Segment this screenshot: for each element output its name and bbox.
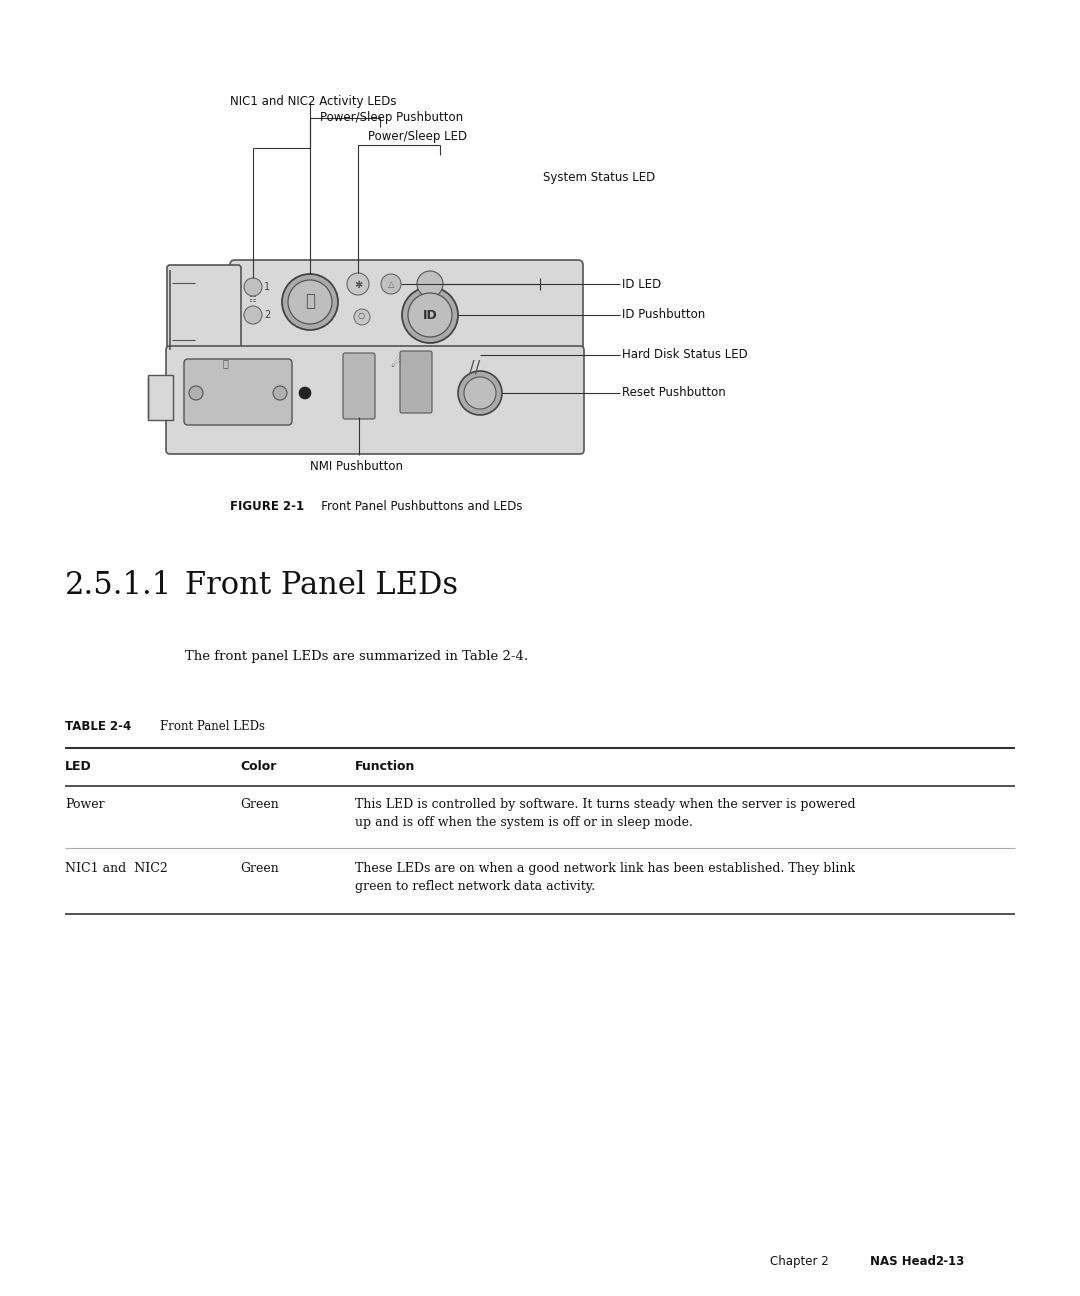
Text: System Status LED: System Status LED [543,171,656,184]
Text: Color: Color [240,759,276,772]
Text: ID Pushbutton: ID Pushbutton [622,308,705,321]
Circle shape [417,271,443,297]
Circle shape [299,388,311,399]
FancyBboxPatch shape [184,359,292,425]
Text: Chapter 2: Chapter 2 [770,1255,828,1267]
Circle shape [408,293,453,337]
Circle shape [244,306,262,324]
Text: This LED is controlled by software. It turns steady when the server is powered: This LED is controlled by software. It t… [355,798,855,811]
Text: ✱: ✱ [354,280,362,290]
Text: The front panel LEDs are summarized in Table 2-4.: The front panel LEDs are summarized in T… [185,651,528,664]
Text: Front Panel LEDs: Front Panel LEDs [185,570,458,601]
Text: Green: Green [240,862,279,875]
Text: green to reflect network data activity.: green to reflect network data activity. [355,880,595,893]
Text: NAS Head: NAS Head [870,1255,936,1267]
Circle shape [354,308,370,325]
Text: Power: Power [65,798,105,811]
Text: 2.5.1.1: 2.5.1.1 [65,570,172,601]
Text: Green: Green [240,798,279,811]
Text: These LEDs are on when a good network link has been established. They blink: These LEDs are on when a good network li… [355,862,855,875]
Circle shape [282,273,338,330]
Text: ☄: ☄ [390,356,402,369]
Text: △: △ [388,280,394,289]
Text: Power/Sleep Pushbutton: Power/Sleep Pushbutton [320,111,463,124]
FancyBboxPatch shape [343,353,375,419]
Text: 2: 2 [264,310,270,320]
Text: Power/Sleep LED: Power/Sleep LED [368,130,468,143]
FancyBboxPatch shape [400,351,432,413]
Text: FIGURE 2-1: FIGURE 2-1 [230,500,305,513]
Text: ⌷: ⌷ [222,358,228,368]
Text: ID: ID [422,308,437,321]
Circle shape [244,279,262,295]
FancyBboxPatch shape [166,346,584,454]
Circle shape [464,377,496,410]
Text: ⎔: ⎔ [359,312,366,321]
Text: Front Panel LEDs: Front Panel LEDs [160,721,265,734]
Text: Reset Pushbutton: Reset Pushbutton [622,386,726,399]
Text: 1: 1 [264,283,270,292]
Circle shape [347,273,369,295]
Circle shape [381,273,401,294]
Text: ☷: ☷ [248,295,256,305]
Circle shape [402,286,458,343]
Text: NMI Pushbutton: NMI Pushbutton [310,460,403,473]
Text: TABLE 2-4: TABLE 2-4 [65,721,132,734]
Text: Function: Function [355,759,416,772]
Circle shape [273,386,287,400]
Text: ⏻: ⏻ [305,292,315,310]
Text: up and is off when the system is off or in sleep mode.: up and is off when the system is off or … [355,816,693,829]
Text: Front Panel Pushbuttons and LEDs: Front Panel Pushbuttons and LEDs [310,500,523,513]
Text: ID LED: ID LED [622,277,661,290]
Text: //: // [470,359,481,377]
Circle shape [189,386,203,400]
Text: NIC1 and NIC2 Activity LEDs: NIC1 and NIC2 Activity LEDs [230,95,396,108]
FancyBboxPatch shape [230,260,583,428]
FancyBboxPatch shape [167,264,241,356]
Circle shape [458,371,502,415]
Text: Hard Disk Status LED: Hard Disk Status LED [622,349,747,362]
Text: NIC1 and  NIC2: NIC1 and NIC2 [65,862,167,875]
Bar [148,375,173,420]
Circle shape [288,280,332,324]
Text: LED: LED [65,759,92,772]
Text: 2-13: 2-13 [935,1255,964,1267]
